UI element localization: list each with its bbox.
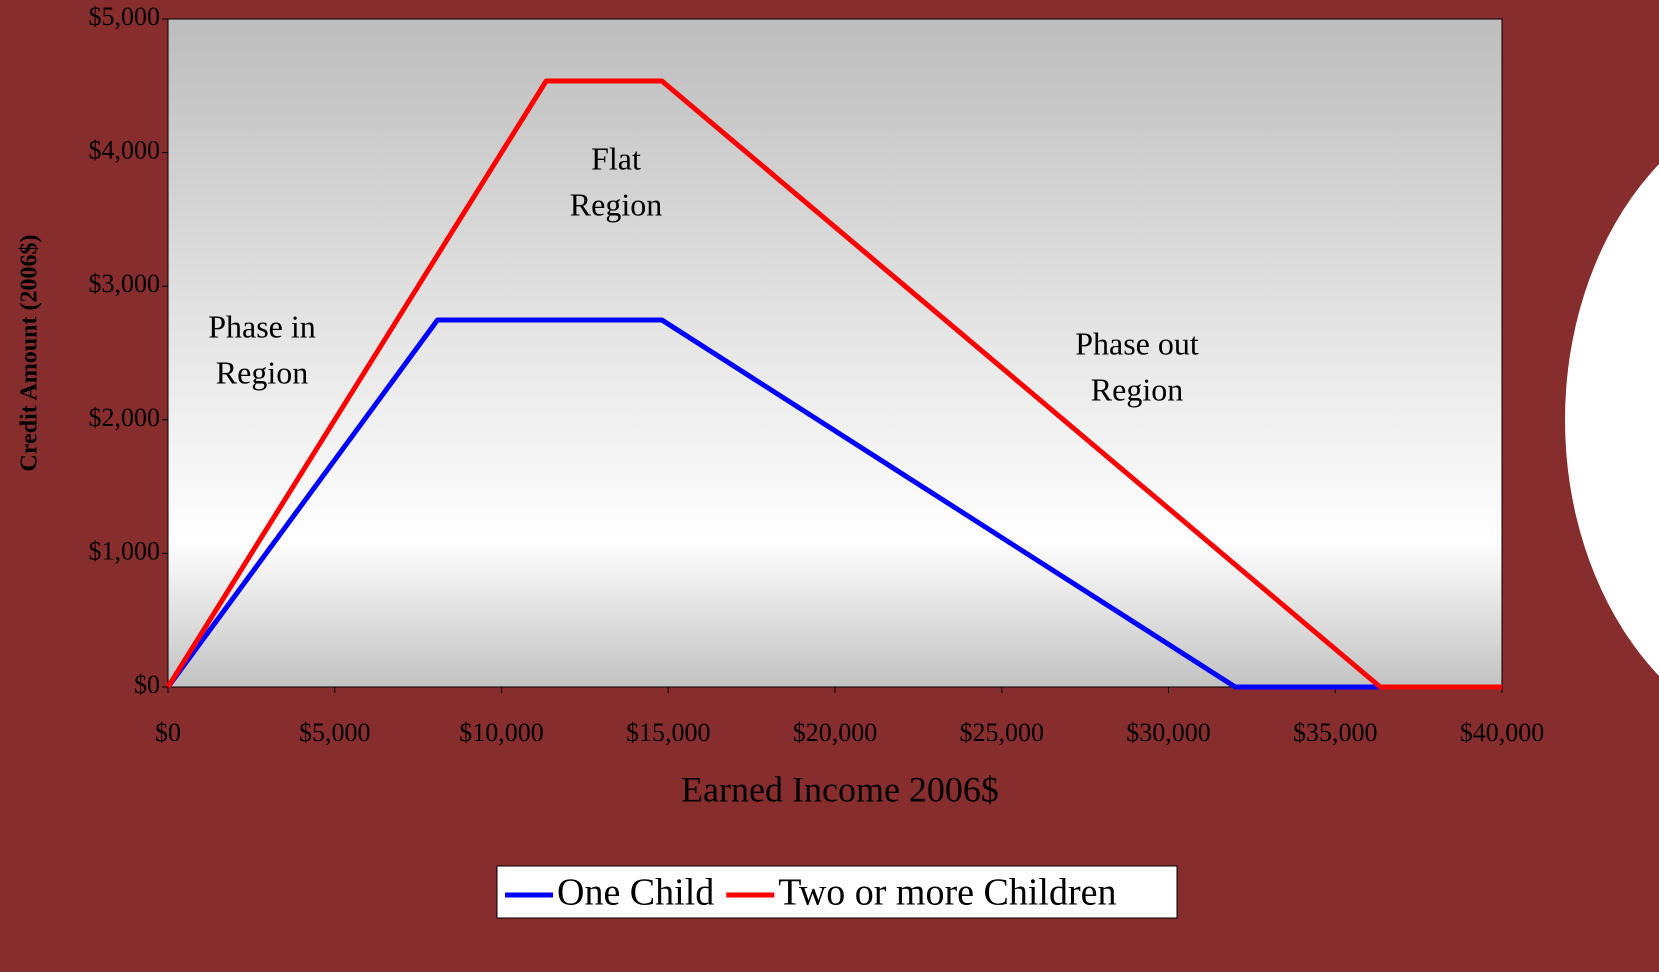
legend-label: One Child [557,872,714,914]
x-tick-label: $40,000 [1460,718,1545,747]
annotation: Region [1091,371,1183,407]
plot-area [167,18,1503,688]
y-tick-label: $1,000 [89,536,161,565]
annotation: Region [216,354,308,390]
x-tick-label: $30,000 [1126,718,1211,747]
x-axis-label: Earned Income 2006$ [681,769,999,809]
y-tick-label: $3,000 [89,269,161,298]
x-tick-label: $15,000 [626,718,711,747]
decoration [1565,164,1659,676]
annotation: Phase in [208,308,316,344]
x-tick-label: $35,000 [1293,718,1378,747]
y-axis-label: Credit Amount (2006$) [17,235,43,472]
x-tick-label: $20,000 [793,718,878,747]
y-tick-label: $2,000 [89,403,161,432]
x-tick-label: $25,000 [960,718,1045,747]
annotation: Flat [591,140,641,176]
annotation: Phase out [1075,325,1199,361]
legend-label: Two or more Children [778,872,1116,914]
legend [496,865,1178,919]
series-line [165,78,1502,690]
y-tick-label: $5,000 [89,2,161,31]
y-tick-label: $0 [134,670,160,699]
y-tick-label: $4,000 [89,136,161,165]
series-line [165,317,1502,690]
x-tick-label: $10,000 [459,718,544,747]
x-tick-label: $0 [155,718,181,747]
x-tick-label: $5,000 [299,718,371,747]
annotation: Region [570,186,662,222]
